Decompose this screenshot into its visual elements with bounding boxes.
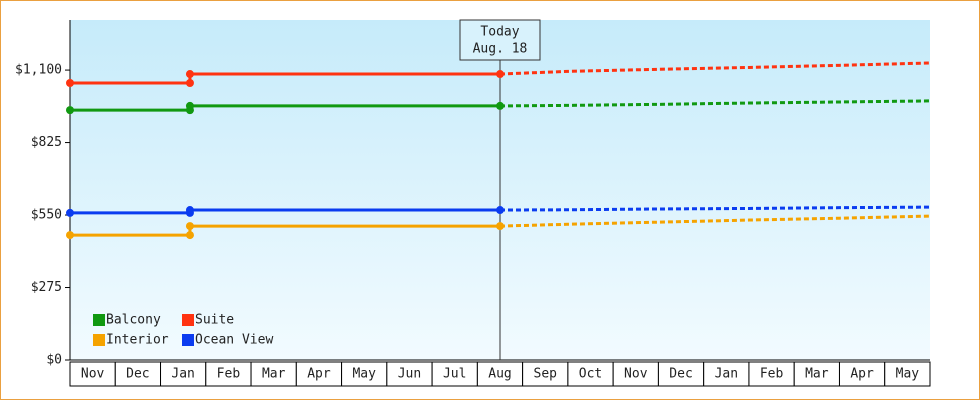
x-tick-cell [386,361,433,387]
x-tick-label: Apr [850,367,874,382]
point [66,106,74,115]
x-tick-label: Oct [579,367,602,382]
x-tick-cell [884,361,931,387]
x-tick-cell [205,361,252,387]
x-tick-cell [69,361,116,387]
legend-label: Suite [195,313,234,328]
x-tick-cell [341,361,388,387]
point [66,231,74,240]
legend-label: Interior [106,333,169,348]
x-tick-label: Jan [715,367,738,382]
x-tick-label: Aug [488,367,511,382]
forecast-line [499,205,931,212]
today-box [459,19,541,61]
legend-swatch [93,314,105,326]
x-tick-cell [703,361,750,387]
x-tick-label: Feb [760,367,784,382]
y-tick-label: $1,100 [15,63,62,78]
x-tick-label: Feb [217,367,241,382]
series-line [70,224,500,237]
x-tick-label: Jan [171,367,194,382]
x-tick-label: Nov [81,367,105,382]
x-tick-cell [476,361,524,387]
point [66,208,74,217]
x-tick-cell [431,361,478,387]
point [185,101,194,110]
series-line [70,72,500,85]
x-tick-cell [793,361,840,387]
point [185,78,194,87]
x-tick-label: Jul [443,367,466,382]
x-tick-cell [295,361,343,387]
legend-label: Balcony [106,313,161,328]
point [185,231,194,240]
legend-swatch [93,334,105,346]
point [185,70,194,79]
point [185,206,194,215]
x-tick-label: Sep [534,367,558,382]
forecast-line [499,99,931,108]
legend-label: Ocean View [195,333,273,348]
forecast-line [499,61,931,76]
x-tick-label: Apr [307,367,331,382]
y-tick-label: $275 [31,280,62,295]
point [496,222,504,231]
x-tick-cell [838,361,886,387]
point [496,101,504,110]
today-date: Aug. 18 [473,42,528,57]
today-label: Today [480,25,519,40]
x-tick-label: Dec [126,367,149,382]
y-tick-label: $550 [31,208,62,223]
y-tick-label: $0 [46,353,62,368]
x-tick-label: Mar [805,367,829,382]
point [185,222,194,231]
x-tick-label: Dec [669,367,692,382]
x-tick-cell [250,361,297,387]
x-tick-cell [114,361,162,387]
x-tick-cell [657,361,705,387]
legend-swatch [182,314,194,326]
y-tick-label: $825 [31,135,62,150]
point [66,78,74,87]
legend-swatch [182,334,194,346]
x-tick-cell [612,361,659,387]
x-tick-cell [748,361,795,387]
x-tick-label: Nov [624,367,648,382]
x-tick-label: May [352,367,376,382]
x-tick-cell [160,361,207,387]
x-tick-label: Jun [398,367,421,382]
forecast-line [499,214,931,228]
point [496,70,504,79]
x-tick-label: Mar [262,367,286,382]
point [496,206,504,215]
x-tick-label: May [896,367,920,382]
